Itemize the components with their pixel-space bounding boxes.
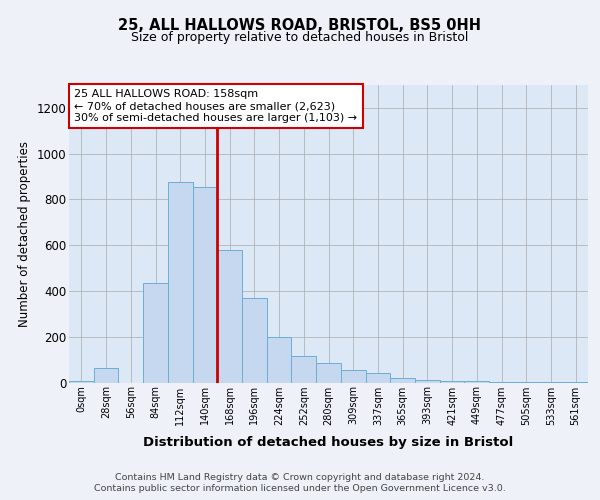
Bar [316, 363, 341, 382]
Bar [217, 250, 242, 382]
Text: 25, ALL HALLOWS ROAD, BRISTOL, BS5 0HH: 25, ALL HALLOWS ROAD, BRISTOL, BS5 0HH [119, 18, 482, 32]
Text: Contains public sector information licensed under the Open Government Licence v3: Contains public sector information licen… [94, 484, 506, 493]
Bar [193, 187, 217, 382]
Text: Size of property relative to detached houses in Bristol: Size of property relative to detached ho… [131, 32, 469, 44]
Bar [292, 356, 316, 382]
X-axis label: Distribution of detached houses by size in Bristol: Distribution of detached houses by size … [143, 436, 514, 449]
Bar [168, 182, 193, 382]
Bar [341, 370, 365, 382]
Bar [365, 374, 390, 382]
Bar [143, 283, 168, 382]
Text: Contains HM Land Registry data © Crown copyright and database right 2024.: Contains HM Land Registry data © Crown c… [115, 472, 485, 482]
Bar [267, 336, 292, 382]
Bar [94, 368, 118, 382]
Bar [390, 378, 415, 382]
Bar [69, 381, 94, 382]
Bar [440, 380, 464, 382]
Bar [415, 380, 440, 382]
Y-axis label: Number of detached properties: Number of detached properties [18, 141, 31, 327]
Bar [242, 298, 267, 382]
Text: 25 ALL HALLOWS ROAD: 158sqm
← 70% of detached houses are smaller (2,623)
30% of : 25 ALL HALLOWS ROAD: 158sqm ← 70% of det… [74, 90, 358, 122]
